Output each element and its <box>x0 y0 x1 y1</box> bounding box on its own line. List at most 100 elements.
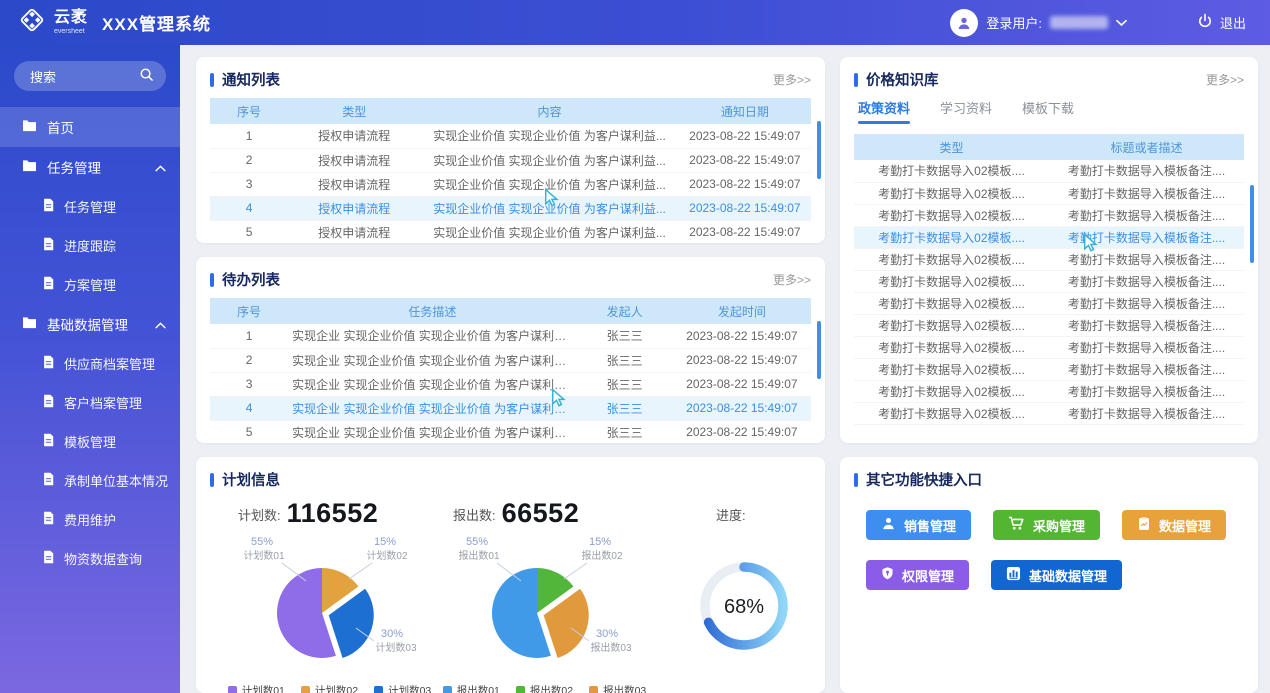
svg-text:55%: 55% <box>251 536 273 548</box>
sidebar-subitem-label: 进度跟踪 <box>64 239 117 254</box>
table-row[interactable]: 考勤打卡数据导入02模板.... 考勤打卡数据导入模板备注.... <box>854 226 1244 249</box>
tab-1[interactable]: 学习资料 <box>940 101 993 116</box>
sidebar-subitem-2-4[interactable]: 费用维护 <box>0 500 180 539</box>
table-row[interactable]: 3 授权申请流程 实现企业价值 实现企业价值 为客户谋利益... 2023-08-22… <box>210 172 811 197</box>
table-row[interactable]: 4 授权申请流程 实现企业价值 实现企业价值 为客户谋利益... 2023-08-22… <box>210 196 811 221</box>
logout-button[interactable]: 退出 <box>1197 13 1246 32</box>
sidebar-item-2[interactable]: 基础数据管理 <box>0 304 180 344</box>
document-icon <box>42 355 55 372</box>
user-menu[interactable]: 登录用户: <box>950 8 1127 37</box>
table-row[interactable]: 1 实现企业 实现企业价值 实现企业价值 为客户谋利益... 张三三 2023-08-… <box>210 324 811 349</box>
table-row[interactable]: 考勤打卡数据导入02模板.... 考勤打卡数据导入模板备注.... <box>854 314 1244 337</box>
notice-more-link[interactable]: 更多>> <box>772 73 811 87</box>
search-icon[interactable] <box>139 67 154 85</box>
legend-marker <box>589 686 599 693</box>
table-row[interactable]: 2 实现企业 实现企业价值 实现企业价值 为客户谋利益... 张三三 2023-08-… <box>210 348 811 373</box>
table-row[interactable]: 考勤打卡数据导入02模板.... 考勤打卡数据导入模板备注.... <box>854 292 1244 315</box>
sidebar-subitem-2-1[interactable]: 客户档案管理 <box>0 383 180 422</box>
tab-0[interactable]: 政策资料 <box>858 98 911 124</box>
sidebar-subitem-2-2[interactable]: 模板管理 <box>0 422 180 461</box>
document-icon <box>42 511 55 528</box>
todo-more-link[interactable]: 更多>> <box>772 273 811 287</box>
table-cell: 2023-08-22 15:49:07 <box>678 172 811 197</box>
table-cell: 考勤打卡数据导入模板备注.... <box>1049 292 1244 315</box>
column-header: 通知日期 <box>678 98 811 124</box>
table-cell: 张三三 <box>576 324 673 349</box>
table-row[interactable]: 考勤打卡数据导入02模板.... 考勤打卡数据导入模板备注.... <box>854 248 1244 271</box>
table-row[interactable]: 考勤打卡数据导入02模板.... 考勤打卡数据导入模板备注.... <box>854 358 1244 381</box>
table-cell: 考勤打卡数据导入02模板.... <box>854 358 1049 381</box>
sidebar-subitem-1-2[interactable]: 方案管理 <box>0 265 180 304</box>
sidebar-subitem-2-0[interactable]: 供应商档案管理 <box>0 344 180 383</box>
plan-count-label: 计划数: <box>238 508 281 523</box>
sidebar-item-0[interactable]: 首页 <box>0 107 180 147</box>
svg-text:报出数02: 报出数02 <box>581 549 623 562</box>
scrollbar-thumb[interactable] <box>1250 185 1254 263</box>
table-cell: 考勤打卡数据导入模板备注.... <box>1049 160 1244 183</box>
table-cell: 5 <box>210 220 289 243</box>
legend-marker <box>374 686 384 693</box>
plan-count-value: 116552 <box>286 498 379 528</box>
table-cell: 张三三 <box>576 348 673 373</box>
table-cell: 授权申请流程 <box>288 196 421 221</box>
table-row[interactable]: 考勤打卡数据导入02模板.... 考勤打卡数据导入模板备注.... <box>854 336 1244 359</box>
document-icon <box>42 394 55 411</box>
shortcut-button-0[interactable]: 销售管理 <box>866 510 972 540</box>
tab-2[interactable]: 模板下载 <box>1022 101 1075 116</box>
cursor-icon <box>1082 232 1098 257</box>
pie-chart-svg: 55% 计划数01 15% 计划数02 30% 计划数03 <box>222 531 437 681</box>
legend-marker <box>442 686 452 693</box>
table-row[interactable]: 1 授权申请流程 实现企业价值 实现企业价值 为客户谋利益... 2023-08-22… <box>210 124 811 149</box>
table-row[interactable]: 考勤打卡数据导入02模板.... 考勤打卡数据导入模板备注.... <box>854 204 1244 227</box>
scrollbar-thumb[interactable] <box>817 321 821 379</box>
shortcut-button-4[interactable]: 基础数据管理 <box>991 560 1123 590</box>
column-header: 类型 <box>288 98 421 124</box>
table-row[interactable]: 考勤打卡数据导入02模板.... 考勤打卡数据导入模板备注.... <box>854 380 1244 403</box>
column-header: 序号 <box>210 98 289 124</box>
table-row[interactable]: 考勤打卡数据导入02模板.... 考勤打卡数据导入模板备注.... <box>854 270 1244 293</box>
shortcut-button-label: 采购管理 <box>1033 518 1086 534</box>
sidebar-subitem-1-0[interactable]: 任务管理 <box>0 187 180 226</box>
plan-panel: 计划信息 计划数: 116552 报出数: 66552 进度: <box>196 457 825 693</box>
knowledge-more-link[interactable]: 更多>> <box>1205 73 1244 87</box>
table-row[interactable]: 3 实现企业 实现企业价值 实现企业价值 为客户谋利益... 张三三 2023-08-… <box>210 372 811 397</box>
table-row[interactable]: 考勤打卡数据导入02模板.... 考勤打卡数据导入模板备注.... <box>854 160 1244 183</box>
svg-text:报出数01: 报出数01 <box>458 549 500 562</box>
main-content: 通知列表 更多>> 序号 类型 内容 通知日期 1 授权申请流程 实现企业价值 实现企业价值… <box>180 45 1270 693</box>
sidebar-subitem-label: 模板管理 <box>64 435 117 450</box>
table-row[interactable]: 4 实现企业 实现企业价值 实现企业价值 为客户谋利益... 张三三 2023-08-… <box>210 396 811 421</box>
shortcut-button-3[interactable]: 权限管理 <box>866 560 970 590</box>
sidebar-menu: 首页 任务管理 任务管理 进度跟踪 方案管理 基础数据管理 供应商档案管理 客户档案管理 模板管… <box>0 107 180 578</box>
shortcut-button-2[interactable]: 数据管理 <box>1122 510 1227 540</box>
table-row[interactable]: 2 授权申请流程 实现企业价值 实现企业价值 为客户谋利益... 2023-08-22… <box>210 148 811 173</box>
table-row[interactable]: 考勤打卡数据导入02模板.... 考勤打卡数据导入模板备注.... <box>854 402 1244 425</box>
document-icon <box>42 198 55 215</box>
accent-bar <box>854 72 858 87</box>
folder-icon <box>22 159 37 175</box>
charts-row: 55% 计划数01 15% 计划数02 30% 计划数03 计划数01 计划数02 计划数03 … <box>222 531 811 693</box>
legend-item: 报出数03 <box>589 683 646 693</box>
donut-value: 68% <box>724 596 764 618</box>
legend-item: 计划数02 <box>300 683 358 693</box>
accent-bar <box>210 72 214 87</box>
table-row[interactable]: 考勤打卡数据导入02模板.... 考勤打卡数据导入模板备注.... <box>854 182 1244 205</box>
sidebar-item-1[interactable]: 任务管理 <box>0 147 180 187</box>
shortcut-button-label: 权限管理 <box>902 568 955 584</box>
logout-label: 退出 <box>1219 16 1246 31</box>
scrollbar-thumb[interactable] <box>817 121 821 179</box>
column-header: 序号 <box>210 298 289 324</box>
folder-icon <box>22 119 37 135</box>
svg-text:计划数03: 计划数03 <box>375 641 417 654</box>
sidebar-subitem-2-5[interactable]: 物资数据查询 <box>0 539 180 578</box>
table-cell: 实现企业 实现企业价值 实现企业价值 为客户谋利益... <box>288 348 577 373</box>
sidebar-subitem-2-3[interactable]: 承制单位基本情况 <box>0 461 180 500</box>
table-cell: 考勤打卡数据导入模板备注.... <box>1049 358 1244 381</box>
table-row[interactable]: 5 授权申请流程 实现企业价值 实现企业价值 为客户谋利益... 2023-08-22… <box>210 220 811 243</box>
table-row[interactable]: 5 实现企业 实现企业价值 实现企业价值 为客户谋利益... 张三三 2023-08-… <box>210 420 811 443</box>
search-input[interactable]: 搜索 <box>14 61 166 91</box>
table-cell: 考勤打卡数据导入02模板.... <box>854 402 1049 425</box>
sidebar-subitem-1-1[interactable]: 进度跟踪 <box>0 226 180 265</box>
table-cell: 考勤打卡数据导入模板备注.... <box>1049 270 1244 293</box>
document-icon <box>42 433 55 450</box>
shortcut-button-1[interactable]: 采购管理 <box>993 510 1101 540</box>
